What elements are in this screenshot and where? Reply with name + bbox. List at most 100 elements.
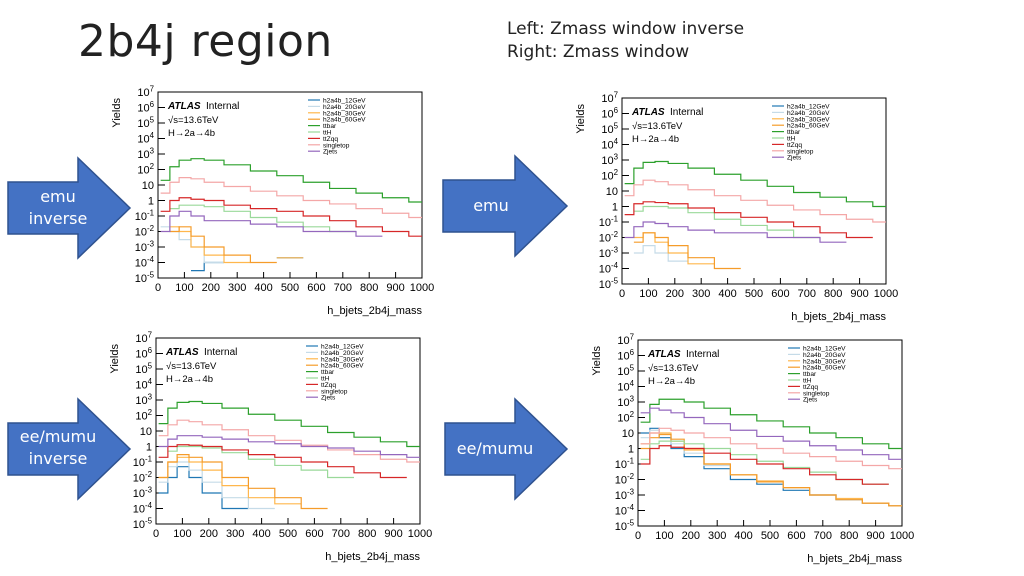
series-line bbox=[169, 204, 356, 233]
series-line bbox=[160, 210, 383, 237]
y-tick-label: 105 bbox=[135, 362, 152, 376]
arrow-label-line: emu bbox=[473, 196, 509, 215]
legend-entry: ttZqq bbox=[321, 382, 336, 389]
arrow-label-line: inverse bbox=[28, 209, 88, 228]
atlas-sub-label: Internal bbox=[206, 101, 239, 112]
arrow-eemumu: ee/mumu bbox=[443, 397, 569, 501]
plot-emu-inverse: 0 100 200 300 400 500 600 700 800 900 1000 10-5 10-4… bbox=[106, 85, 434, 318]
series-line bbox=[640, 398, 902, 450]
y-tick-label: 10-2 bbox=[615, 472, 634, 486]
legend-entry: Zjets bbox=[323, 149, 338, 156]
y-tick-label: 10-5 bbox=[135, 271, 155, 285]
annotation: H→2a→4b bbox=[648, 376, 695, 387]
x-tick-label: 200 bbox=[666, 288, 684, 300]
x-tick-label: 300 bbox=[228, 282, 246, 294]
x-tick-label: 1000 bbox=[408, 528, 432, 540]
legend-entry: singletop bbox=[803, 390, 830, 397]
y-tick-label: 107 bbox=[137, 85, 154, 99]
series-line bbox=[158, 454, 328, 510]
arrow-label-line: ee/mumu bbox=[19, 427, 97, 446]
arrow-shape bbox=[444, 397, 569, 501]
legend-entry: singletop bbox=[323, 142, 350, 149]
x-axis-label: h_bjets_2b4j_mass bbox=[327, 305, 422, 317]
legend-entry: singletop bbox=[787, 148, 814, 155]
y-tick-label: 10-3 bbox=[615, 488, 635, 502]
y-tick-label: 10-1 bbox=[599, 215, 619, 229]
atlas-sub-label: Internal bbox=[670, 107, 703, 118]
atlas-sub-label: Internal bbox=[204, 347, 237, 358]
y-tick-label: 103 bbox=[601, 153, 618, 167]
legend-entry: Zjets bbox=[321, 395, 336, 402]
arrow-label: ee/mumu bbox=[447, 438, 543, 460]
x-tick-label: 300 bbox=[226, 528, 244, 540]
y-tick-label: 102 bbox=[137, 162, 154, 176]
y-tick-label: 104 bbox=[137, 131, 154, 145]
arrow-label: ee/mumu inverse bbox=[8, 426, 108, 470]
series-line bbox=[624, 179, 886, 223]
series-line bbox=[158, 461, 275, 510]
x-tick-label: 900 bbox=[850, 288, 868, 300]
series-line bbox=[160, 197, 422, 237]
legend-entry: h2a4b_60GeV bbox=[803, 365, 846, 372]
x-tick-label: 600 bbox=[787, 530, 805, 542]
slide-title: 2b4j region bbox=[78, 16, 333, 67]
y-tick-label: 105 bbox=[617, 364, 634, 378]
x-tick-label: 1000 bbox=[410, 282, 434, 294]
x-tick-label: 0 bbox=[619, 288, 625, 300]
arrow-emu-inverse: emu inverse bbox=[6, 156, 132, 260]
y-tick-label: 10-5 bbox=[615, 519, 635, 533]
legend-entry: h2a4b_12GeV bbox=[803, 346, 846, 353]
y-tick-label: 1 bbox=[148, 196, 154, 208]
y-tick-label: 10-4 bbox=[615, 503, 635, 517]
annotation: H→2a→4b bbox=[168, 128, 215, 139]
x-tick-label: 400 bbox=[254, 282, 272, 294]
series-group bbox=[160, 158, 422, 272]
x-axis-label: h_bjets_2b4j_mass bbox=[791, 311, 886, 323]
chart-svg: 0 100 200 300 400 500 600 700 800 900 1000 10-5 10-4… bbox=[591, 333, 914, 565]
y-tick-label: 107 bbox=[617, 333, 634, 347]
y-tick-label: 102 bbox=[601, 168, 618, 182]
y-tick-label: 10-1 bbox=[135, 209, 155, 223]
atlas-label: ATLAS bbox=[631, 107, 665, 118]
annotation: √s=13.6TeV bbox=[168, 115, 219, 126]
legend-entry: singletop bbox=[321, 388, 348, 395]
series-line bbox=[158, 435, 420, 458]
legend-entry: h2a4b_30GeV bbox=[321, 356, 364, 363]
x-tick-label: 0 bbox=[635, 530, 641, 542]
y-tick-label: 105 bbox=[137, 116, 154, 130]
series-line bbox=[640, 407, 902, 460]
series-line bbox=[158, 419, 420, 463]
legend-entry: h2a4b_20GeV bbox=[787, 110, 830, 117]
y-tick-label: 106 bbox=[601, 106, 618, 120]
series-line bbox=[624, 201, 873, 239]
legend-entry: h2a4b_20GeV bbox=[803, 352, 846, 359]
legend-entry: ttZqq bbox=[787, 142, 802, 149]
arrow-label: emu bbox=[447, 195, 535, 217]
y-tick-label: 1 bbox=[628, 444, 634, 456]
x-tick-label: 1000 bbox=[890, 530, 914, 542]
plot-emu: 0 100 200 300 400 500 600 700 800 900 1000 10-5 10-4… bbox=[570, 91, 898, 324]
x-tick-label: 900 bbox=[866, 530, 884, 542]
legend-entry: h2a4b_60GeV bbox=[321, 363, 364, 370]
series-line bbox=[633, 245, 688, 262]
y-axis-label: Yields bbox=[591, 346, 603, 376]
series-line bbox=[169, 226, 277, 264]
atlas-sub-label: Internal bbox=[686, 349, 719, 360]
y-tick-label: 107 bbox=[135, 331, 152, 345]
x-tick-label: 300 bbox=[692, 288, 710, 300]
legend-entry: h2a4b_60GeV bbox=[787, 123, 830, 130]
y-tick-label: 1 bbox=[146, 442, 152, 454]
legend-entry: ttbar bbox=[323, 123, 337, 130]
x-tick-label: 0 bbox=[153, 528, 159, 540]
chart-svg: 0 100 200 300 400 500 600 700 800 900 1000 10-5 10-4… bbox=[109, 331, 432, 563]
series-line bbox=[633, 232, 741, 270]
y-tick-label: 103 bbox=[135, 393, 152, 407]
arrow-shape bbox=[7, 397, 132, 501]
legend-entry: h2a4b_60GeV bbox=[323, 117, 366, 124]
y-tick-label: 10-3 bbox=[599, 246, 619, 260]
arrow-shape bbox=[442, 154, 569, 258]
y-tick-label: 10-2 bbox=[599, 230, 618, 244]
x-tick-label: 900 bbox=[384, 528, 402, 540]
x-tick-label: 800 bbox=[360, 282, 378, 294]
y-tick-label: 10 bbox=[140, 426, 152, 438]
